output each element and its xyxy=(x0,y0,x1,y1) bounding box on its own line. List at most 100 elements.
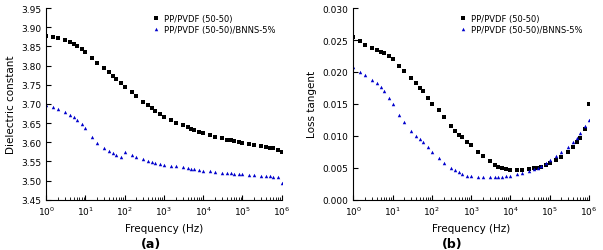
PP/PVDF (50-50)/BNNS-5% xyxy=(546,159,553,162)
PP/PVDF (50-50)/BNNS-5% xyxy=(537,165,545,168)
PP/PVDF (50-50)/BNNS-5% xyxy=(377,86,384,90)
PP/PVDF (50-50)/BNNS-5% xyxy=(514,173,521,176)
PP/PVDF (50-50)/BNNS-5% xyxy=(503,175,510,178)
PP/PVDF (50-50)/BNNS-5% xyxy=(151,162,159,164)
PP/PVDF (50-50)/BNNS-5% xyxy=(534,167,541,170)
PP/PVDF (50-50)/BNNS-5% xyxy=(542,162,549,164)
PP/PVDF (50-50) xyxy=(89,57,96,60)
PP/PVDF (50-50)/BNNS-5% xyxy=(440,162,447,164)
Y-axis label: Loss tangent: Loss tangent xyxy=(307,71,317,138)
PP/PVDF (50-50)/BNNS-5% xyxy=(62,111,69,114)
PP/PVDF (50-50) xyxy=(564,151,572,154)
PP/PVDF (50-50) xyxy=(70,44,77,46)
PP/PVDF (50-50) xyxy=(435,110,442,112)
PP/PVDF (50-50) xyxy=(101,68,108,70)
PP/PVDF (50-50)/BNNS-5% xyxy=(368,79,376,82)
PP/PVDF (50-50)/BNNS-5% xyxy=(278,181,285,184)
PP/PVDF (50-50)/BNNS-5% xyxy=(156,162,163,166)
PP/PVDF (50-50) xyxy=(425,97,432,100)
PP/PVDF (50-50)/BNNS-5% xyxy=(167,164,174,168)
PP/PVDF (50-50) xyxy=(519,168,526,172)
PP/PVDF (50-50)/BNNS-5% xyxy=(428,151,435,154)
PP/PVDF (50-50) xyxy=(542,164,549,166)
PP/PVDF (50-50)/BNNS-5% xyxy=(558,151,565,154)
PP/PVDF (50-50)/BNNS-5% xyxy=(507,174,514,177)
PP/PVDF (50-50)/BNNS-5% xyxy=(373,83,380,86)
Line: PP/PVDF (50-50)/BNNS-5%: PP/PVDF (50-50)/BNNS-5% xyxy=(45,104,283,184)
PP/PVDF (50-50) xyxy=(278,151,285,154)
PP/PVDF (50-50)/BNNS-5% xyxy=(270,176,277,178)
PP/PVDF (50-50)/BNNS-5% xyxy=(93,142,101,145)
PP/PVDF (50-50) xyxy=(503,168,510,171)
PP/PVDF (50-50)/BNNS-5% xyxy=(172,165,179,168)
PP/PVDF (50-50)/BNNS-5% xyxy=(188,168,195,170)
PP/PVDF (50-50)/BNNS-5% xyxy=(101,147,108,150)
PP/PVDF (50-50)/BNNS-5% xyxy=(230,172,238,176)
PP/PVDF (50-50) xyxy=(78,48,85,51)
PP/PVDF (50-50) xyxy=(179,124,186,127)
PP/PVDF (50-50)/BNNS-5% xyxy=(361,74,368,77)
PP/PVDF (50-50) xyxy=(475,151,482,154)
PP/PVDF (50-50) xyxy=(274,148,282,152)
PP/PVDF (50-50) xyxy=(121,86,128,89)
PP/PVDF (50-50)/BNNS-5% xyxy=(435,157,442,160)
PP/PVDF (50-50)/BNNS-5% xyxy=(160,163,168,166)
PP/PVDF (50-50) xyxy=(235,141,242,144)
PP/PVDF (50-50) xyxy=(467,144,475,148)
PP/PVDF (50-50) xyxy=(498,167,505,170)
PP/PVDF (50-50) xyxy=(546,162,553,164)
PP/PVDF (50-50) xyxy=(486,160,493,163)
Text: (a): (a) xyxy=(140,238,161,250)
PP/PVDF (50-50)/BNNS-5% xyxy=(128,154,135,157)
PP/PVDF (50-50) xyxy=(82,52,89,54)
PP/PVDF (50-50)/BNNS-5% xyxy=(491,176,498,178)
PP/PVDF (50-50)/BNNS-5% xyxy=(486,176,493,178)
PP/PVDF (50-50) xyxy=(245,143,253,146)
PP/PVDF (50-50) xyxy=(570,146,577,149)
PP/PVDF (50-50)/BNNS-5% xyxy=(564,146,572,149)
PP/PVDF (50-50)/BNNS-5% xyxy=(456,171,463,174)
PP/PVDF (50-50)/BNNS-5% xyxy=(82,127,89,130)
PP/PVDF (50-50)/BNNS-5% xyxy=(447,167,454,170)
PP/PVDF (50-50)/BNNS-5% xyxy=(54,108,62,110)
PP/PVDF (50-50)/BNNS-5% xyxy=(380,90,387,93)
PP/PVDF (50-50) xyxy=(507,168,514,172)
PP/PVDF (50-50)/BNNS-5% xyxy=(530,168,537,171)
PP/PVDF (50-50)/BNNS-5% xyxy=(464,174,471,177)
PP/PVDF (50-50) xyxy=(54,37,62,40)
PP/PVDF (50-50)/BNNS-5% xyxy=(140,158,147,161)
PP/PVDF (50-50)/BNNS-5% xyxy=(73,119,80,122)
PP/PVDF (50-50)/BNNS-5% xyxy=(408,130,415,133)
PP/PVDF (50-50)/BNNS-5% xyxy=(350,66,357,69)
PP/PVDF (50-50)/BNNS-5% xyxy=(570,141,577,144)
PP/PVDF (50-50) xyxy=(452,130,459,133)
PP/PVDF (50-50) xyxy=(145,104,152,108)
PP/PVDF (50-50)/BNNS-5% xyxy=(200,170,207,172)
PP/PVDF (50-50) xyxy=(479,155,487,158)
PP/PVDF (50-50)/BNNS-5% xyxy=(148,161,156,164)
PP/PVDF (50-50)/BNNS-5% xyxy=(475,176,482,178)
X-axis label: Frequency (Hz): Frequency (Hz) xyxy=(432,223,510,233)
PP/PVDF (50-50)/BNNS-5% xyxy=(179,166,186,169)
PP/PVDF (50-50) xyxy=(156,113,163,116)
PP/PVDF (50-50)/BNNS-5% xyxy=(66,114,74,117)
PP/PVDF (50-50)/BNNS-5% xyxy=(274,176,282,179)
PP/PVDF (50-50)/BNNS-5% xyxy=(412,135,420,138)
PP/PVDF (50-50) xyxy=(112,78,119,81)
PP/PVDF (50-50)/BNNS-5% xyxy=(581,125,589,128)
PP/PVDF (50-50)/BNNS-5% xyxy=(109,152,116,154)
PP/PVDF (50-50)/BNNS-5% xyxy=(89,136,96,138)
PP/PVDF (50-50) xyxy=(440,116,447,119)
Line: PP/PVDF (50-50)/BNNS-5%: PP/PVDF (50-50)/BNNS-5% xyxy=(352,66,590,179)
PP/PVDF (50-50)/BNNS-5% xyxy=(385,97,393,100)
PP/PVDF (50-50)/BNNS-5% xyxy=(467,175,475,178)
PP/PVDF (50-50) xyxy=(491,164,498,166)
PP/PVDF (50-50) xyxy=(525,168,532,171)
PP/PVDF (50-50) xyxy=(211,136,218,139)
PP/PVDF (50-50) xyxy=(266,146,273,150)
PP/PVDF (50-50)/BNNS-5% xyxy=(106,150,113,152)
Line: PP/PVDF (50-50): PP/PVDF (50-50) xyxy=(352,36,590,172)
PP/PVDF (50-50) xyxy=(530,167,537,170)
PP/PVDF (50-50)/BNNS-5% xyxy=(196,169,203,172)
PP/PVDF (50-50) xyxy=(356,40,364,43)
